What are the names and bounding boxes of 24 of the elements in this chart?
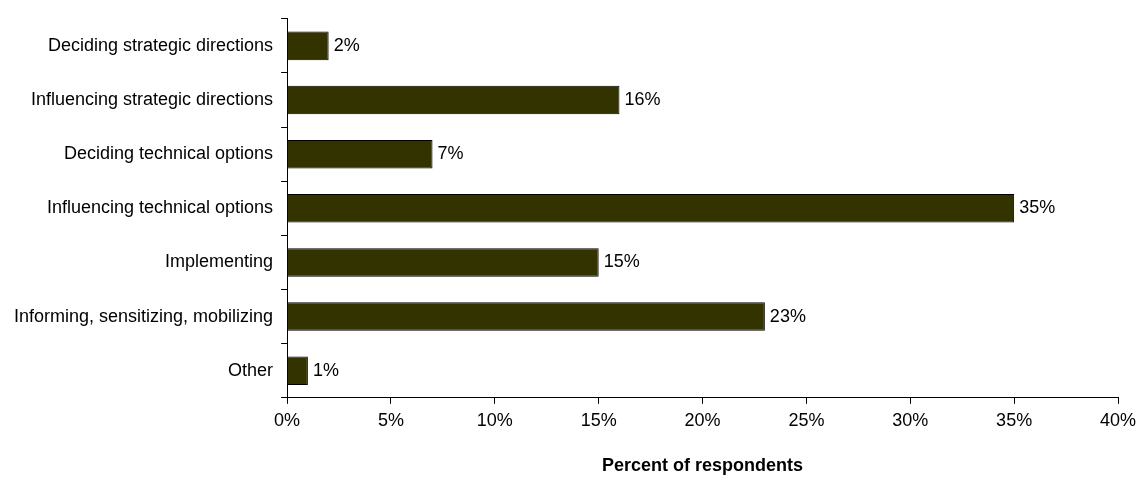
- y-tick-label: Deciding technical options: [63, 143, 274, 164]
- data-label: 7%: [437, 143, 464, 164]
- x-tick-label: 20%: [684, 409, 721, 430]
- y-tick-label: Deciding strategic directions: [48, 34, 274, 55]
- y-tick-label: Implementing: [165, 251, 274, 272]
- data-label: 1%: [312, 359, 339, 380]
- y-tick-label: Influencing technical options: [46, 197, 274, 218]
- data-label: 16%: [624, 88, 661, 109]
- data-label: 23%: [769, 305, 806, 326]
- data-label: 2%: [333, 34, 360, 55]
- data-label: 35%: [1019, 197, 1056, 218]
- y-tick-label: Other: [228, 359, 274, 380]
- x-tick-label: 10%: [476, 409, 513, 430]
- x-tick-label: 5%: [377, 409, 404, 430]
- x-tick-label: 25%: [788, 409, 825, 430]
- y-tick-label: Influencing strategic directions: [30, 88, 274, 109]
- y-tick-label: Informing, sensitizing, mobilizing: [13, 305, 274, 326]
- x-axis-title: Percent of respondents: [602, 455, 804, 476]
- x-tick-label: 0%: [274, 409, 301, 430]
- x-tick-label: 15%: [580, 409, 617, 430]
- x-tick-label: 40%: [1099, 409, 1137, 430]
- x-tick-label: 30%: [892, 409, 929, 430]
- data-label: 15%: [603, 251, 640, 272]
- x-tick-label: 35%: [996, 409, 1033, 430]
